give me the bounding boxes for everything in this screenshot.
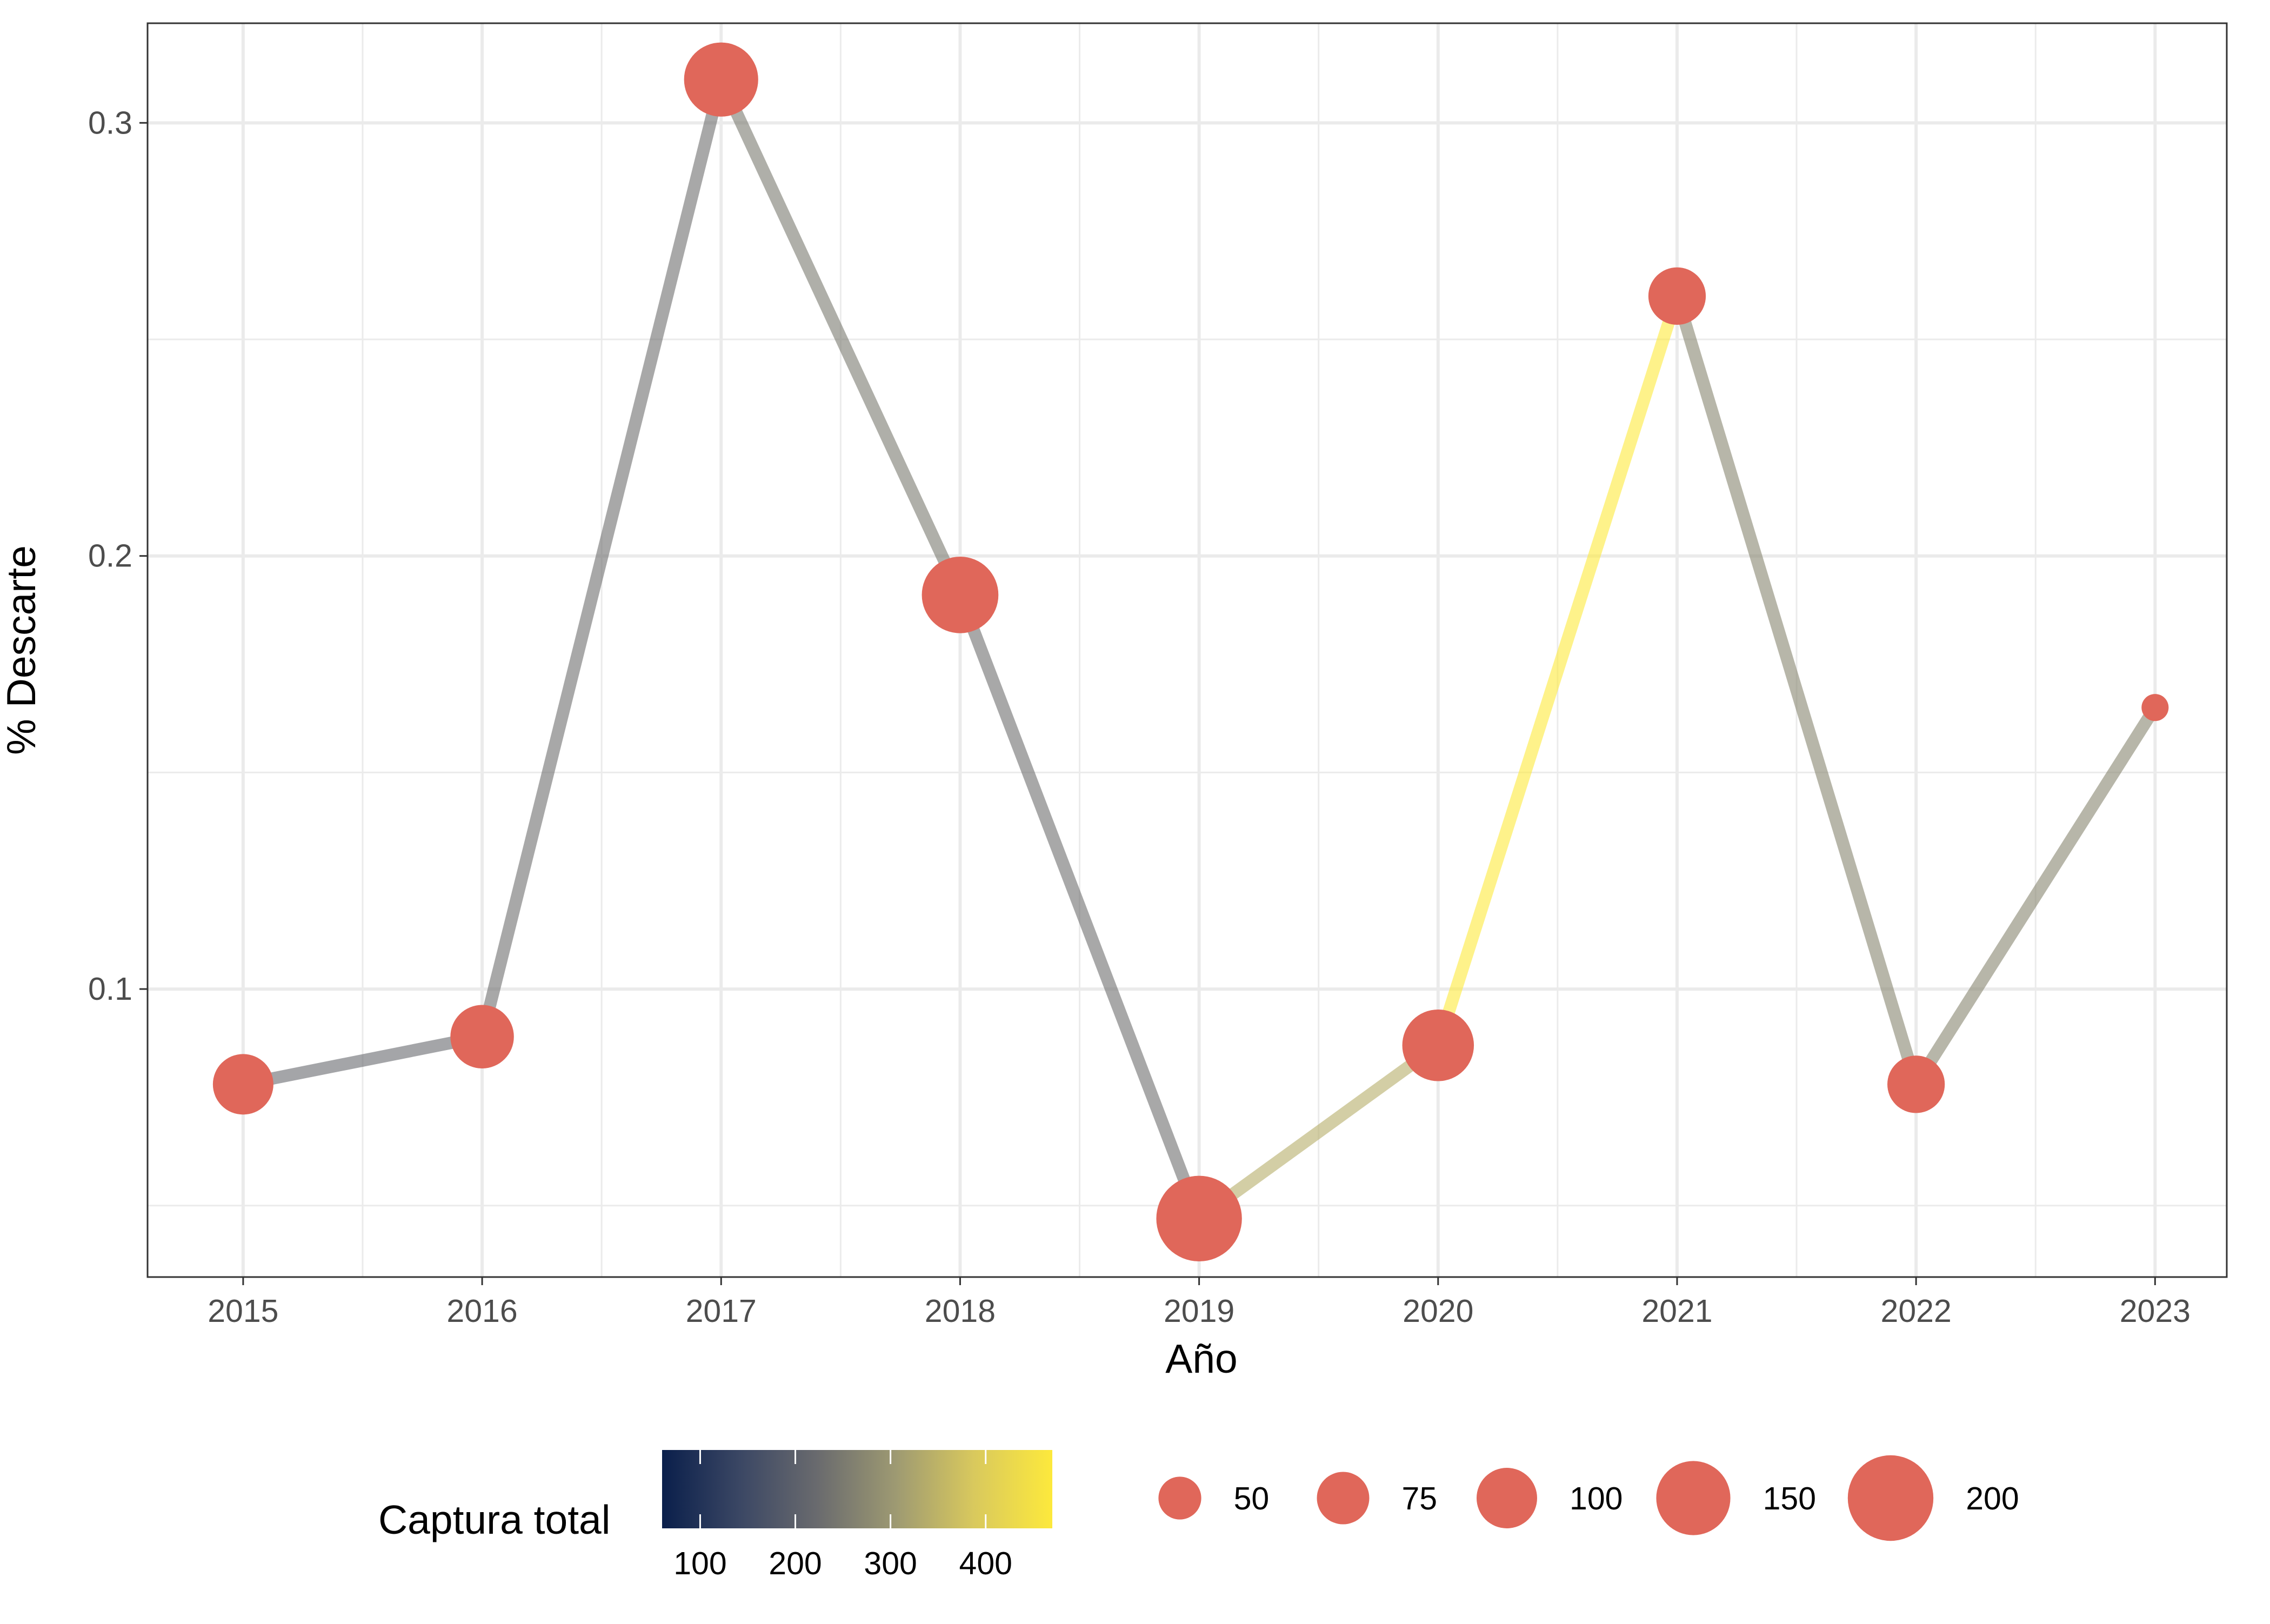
size-legend-key [1158,1476,1201,1520]
line-segment [476,78,727,1039]
data-point [1156,1175,1242,1262]
line-segment [1432,294,1683,1047]
data-point [922,556,999,633]
size-legend-label: 100 [1570,1481,1623,1516]
data-point [1402,1010,1474,1081]
size-legend-label: 75 [1401,1481,1437,1516]
size-legend-label: 50 [1234,1481,1270,1516]
size-legend-key [1656,1461,1731,1535]
line-segment [1911,704,2161,1088]
color-legend-tick-label: 100 [673,1546,726,1581]
x-tick-label: 2022 [1881,1293,1952,1329]
y-tick-label: 0.2 [88,538,132,574]
size-legend-key [1477,1468,1537,1528]
x-tick-label: 2019 [1164,1293,1234,1329]
data-point [212,1054,273,1115]
line-segment [954,592,1205,1221]
line-segment [242,1030,484,1091]
data-point [1887,1055,1945,1113]
color-legend-ticks: 100 200 300 400 [673,1450,1012,1581]
x-axis-title: Año [1165,1336,1237,1381]
data-points [212,42,2169,1262]
color-legend-tick-label: 400 [959,1546,1012,1581]
color-legend-tick-label: 300 [864,1546,917,1581]
color-legend-title: Captura total [378,1497,610,1542]
y-tick-label: 0.3 [88,105,132,141]
line-segment [1671,294,1922,1086]
x-tick-label: 2023 [2120,1293,2191,1329]
color-legend-bar [662,1450,1052,1528]
size-legend-label: 200 [1966,1481,2019,1516]
size-legend-key [1847,1455,1934,1541]
color-legend: Captura total 100 200 300 400 [378,1450,1052,1581]
data-point [2141,694,2169,721]
size-legend-label: 150 [1763,1481,1816,1516]
size-legend-key [1317,1472,1370,1525]
line-segment [1195,1040,1442,1224]
y-axis-title: % Descarte [0,545,44,755]
x-tick-label: 2015 [208,1293,278,1329]
color-legend-tick-label: 200 [769,1546,822,1581]
line-segment [715,77,966,598]
data-point [450,1005,514,1068]
x-tick-label: 2017 [686,1293,757,1329]
y-tick-label: 0.1 [88,971,132,1007]
x-tick-label: 2021 [1641,1293,1712,1329]
plot-panel [148,23,2227,1277]
axes: 2015 2016 2017 2018 2019 2020 2021 2022 2023 0.1 0… [88,105,2191,1329]
data-point [684,42,758,117]
grid-layer [148,23,2227,1277]
x-tick-label: 2020 [1403,1293,1473,1329]
line-segments [242,77,2161,1224]
data-point [1648,267,1706,325]
x-tick-label: 2018 [925,1293,996,1329]
plot-border [146,22,2228,1278]
x-tick-label: 2016 [446,1293,517,1329]
size-legend: 50 75 100 150 200 [1158,1455,2019,1541]
